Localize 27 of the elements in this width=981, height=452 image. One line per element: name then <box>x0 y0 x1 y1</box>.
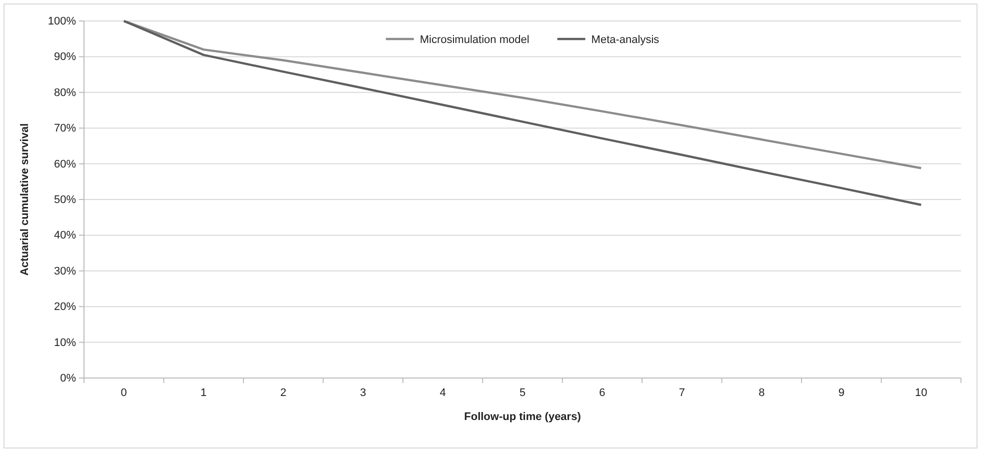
y-tick-label: 10% <box>54 336 76 349</box>
y-tick-label: 20% <box>54 301 76 314</box>
line-series <box>122 20 922 206</box>
x-tick-label: 5 <box>519 386 526 399</box>
legend-label: Microsimulation model <box>420 34 530 46</box>
y-tick-label: 100% <box>48 16 76 28</box>
y-tick-label: 70% <box>54 122 76 135</box>
y-tick-label: 40% <box>54 230 76 242</box>
x-tick-label: 8 <box>758 386 765 399</box>
y-tick-label: 60% <box>54 158 76 170</box>
x-tick-label: 1 <box>200 386 207 399</box>
x-tick-label: 0 <box>120 386 127 399</box>
x-tick-label: 4 <box>440 386 446 399</box>
x-tick-label: 2 <box>280 386 286 399</box>
y-tick-label: 0% <box>60 372 76 385</box>
y-tick-label: 90% <box>54 51 76 64</box>
x-tick-label: 6 <box>599 386 606 399</box>
y-tick-label: 80% <box>54 86 76 99</box>
legend-label: Meta-analysis <box>591 34 660 46</box>
x-tick-label: 9 <box>838 386 844 399</box>
y-tick-label: 50% <box>54 194 76 206</box>
y-axis-title: Actuarial cumulative survival <box>19 123 31 276</box>
x-tick-label: 3 <box>360 386 366 399</box>
x-tick-label: 10 <box>915 386 928 399</box>
x-tick-label: 7 <box>678 386 686 399</box>
x-axis-title: Follow-up time (years) <box>464 411 582 423</box>
y-tick-label: 30% <box>54 265 76 278</box>
